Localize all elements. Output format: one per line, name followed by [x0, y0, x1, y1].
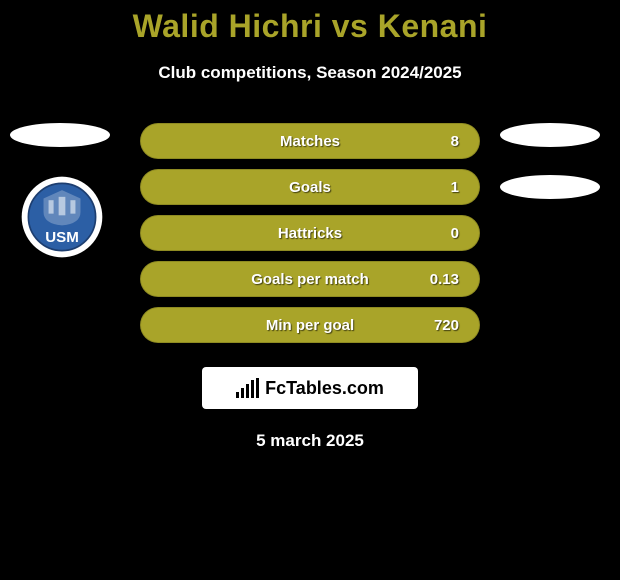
stat-row: Hattricks 0	[140, 215, 480, 251]
stat-label: Goals	[289, 179, 331, 196]
stat-row: Min per goal 720	[140, 307, 480, 343]
stat-value-right: 0.13	[419, 271, 459, 288]
player-photo-placeholder-left	[10, 123, 110, 147]
stat-value-right: 8	[419, 133, 459, 150]
shield-icon: USM	[20, 175, 104, 259]
stat-label: Hattricks	[278, 225, 342, 242]
bar-icon-bar	[251, 380, 254, 398]
stat-value-right: 0	[419, 225, 459, 242]
badge-text: USM	[45, 229, 79, 246]
bar-icon-bar	[256, 378, 259, 398]
stat-row: Matches 8	[140, 123, 480, 159]
brand-card: FcTables.com	[202, 367, 418, 409]
brand-text: FcTables.com	[265, 378, 384, 399]
bar-icon-bar	[246, 384, 249, 398]
bar-icon-bar	[241, 388, 244, 398]
stat-value-right: 1	[419, 179, 459, 196]
bar-icon-bar	[236, 392, 239, 398]
page-title: Walid Hichri vs Kenani	[0, 8, 620, 45]
stat-label: Matches	[280, 133, 340, 150]
stats-area: USM Matches 8 Goals 1 Hattricks 0 Goals per ma…	[0, 123, 620, 343]
stat-row: Goals 1	[140, 169, 480, 205]
stat-label: Min per goal	[266, 317, 354, 334]
castle-tower-icon	[70, 200, 75, 213]
club-badge-placeholder-right	[500, 175, 600, 199]
stat-label: Goals per match	[251, 271, 369, 288]
castle-tower-icon	[59, 197, 66, 215]
stat-row: Goals per match 0.13	[140, 261, 480, 297]
stat-rows: Matches 8 Goals 1 Hattricks 0 Goals per match 0…	[140, 123, 480, 343]
date-text: 5 march 2025	[0, 431, 620, 451]
title-text: Walid Hichri vs Kenani	[133, 8, 488, 44]
bar-chart-icon	[236, 378, 259, 398]
infographic-container: Walid Hichri vs Kenani Club competitions…	[0, 0, 620, 451]
player-photo-placeholder-right	[500, 123, 600, 147]
castle-tower-icon	[49, 200, 54, 213]
stat-value-right: 720	[419, 317, 459, 334]
subtitle: Club competitions, Season 2024/2025	[0, 63, 620, 83]
club-badge-left: USM	[20, 175, 104, 259]
